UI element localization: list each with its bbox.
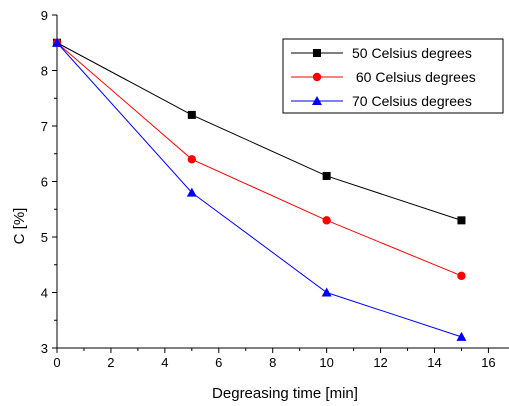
x-tick-label: 10: [319, 355, 333, 370]
y-tick-label: 5: [41, 230, 48, 245]
x-tick-label: 4: [161, 355, 168, 370]
x-axis-label: Degreasing time [min]: [212, 385, 358, 402]
legend-marker: [312, 96, 322, 105]
x-tick-label: 6: [215, 355, 222, 370]
data-point: [457, 271, 466, 281]
data-point: [187, 110, 196, 119]
legend: 50 Celsius degrees 60 Celsius degrees 70 …: [282, 38, 504, 114]
y-tick-label: 7: [41, 119, 48, 134]
axes: 0 2 4 6 8 10 12 14 16 3 4 5 6 7 8 9: [41, 8, 509, 370]
legend-label: 70 Celsius degrees: [352, 93, 472, 109]
y-axis-label: C [%]: [11, 208, 28, 245]
series-3: [52, 37, 467, 341]
y-tick-label: 8: [41, 64, 48, 79]
series-line: [56, 42, 462, 338]
series-line: [56, 42, 462, 221]
data-point: [52, 37, 62, 47]
data-point: [457, 216, 466, 225]
legend-marker: [313, 49, 321, 57]
data-point: [321, 287, 332, 297]
y-tick-label: 9: [41, 8, 48, 23]
data-point: [322, 216, 331, 225]
data-point: [456, 331, 467, 341]
y-tick-label: 6: [41, 175, 48, 190]
x-tick-label: 16: [481, 355, 495, 370]
x-tick-label: 8: [269, 355, 276, 370]
x-tick-label: 2: [107, 355, 114, 370]
x-tick-label: 14: [427, 355, 441, 370]
data-point: [322, 171, 331, 180]
data-point: [186, 187, 197, 197]
x-tick-label: 12: [373, 355, 387, 370]
y-tick-label: 3: [41, 341, 48, 356]
x-tick-label: 0: [53, 355, 60, 370]
series-layer: [52, 37, 467, 341]
series-line: [56, 42, 462, 277]
data-point: [187, 155, 197, 164]
legend-marker: [312, 72, 322, 82]
y-tick-label: 4: [41, 286, 48, 301]
legend-label: 60 Celsius degrees: [352, 69, 476, 85]
legend-label: 50 Celsius degrees: [352, 45, 472, 61]
